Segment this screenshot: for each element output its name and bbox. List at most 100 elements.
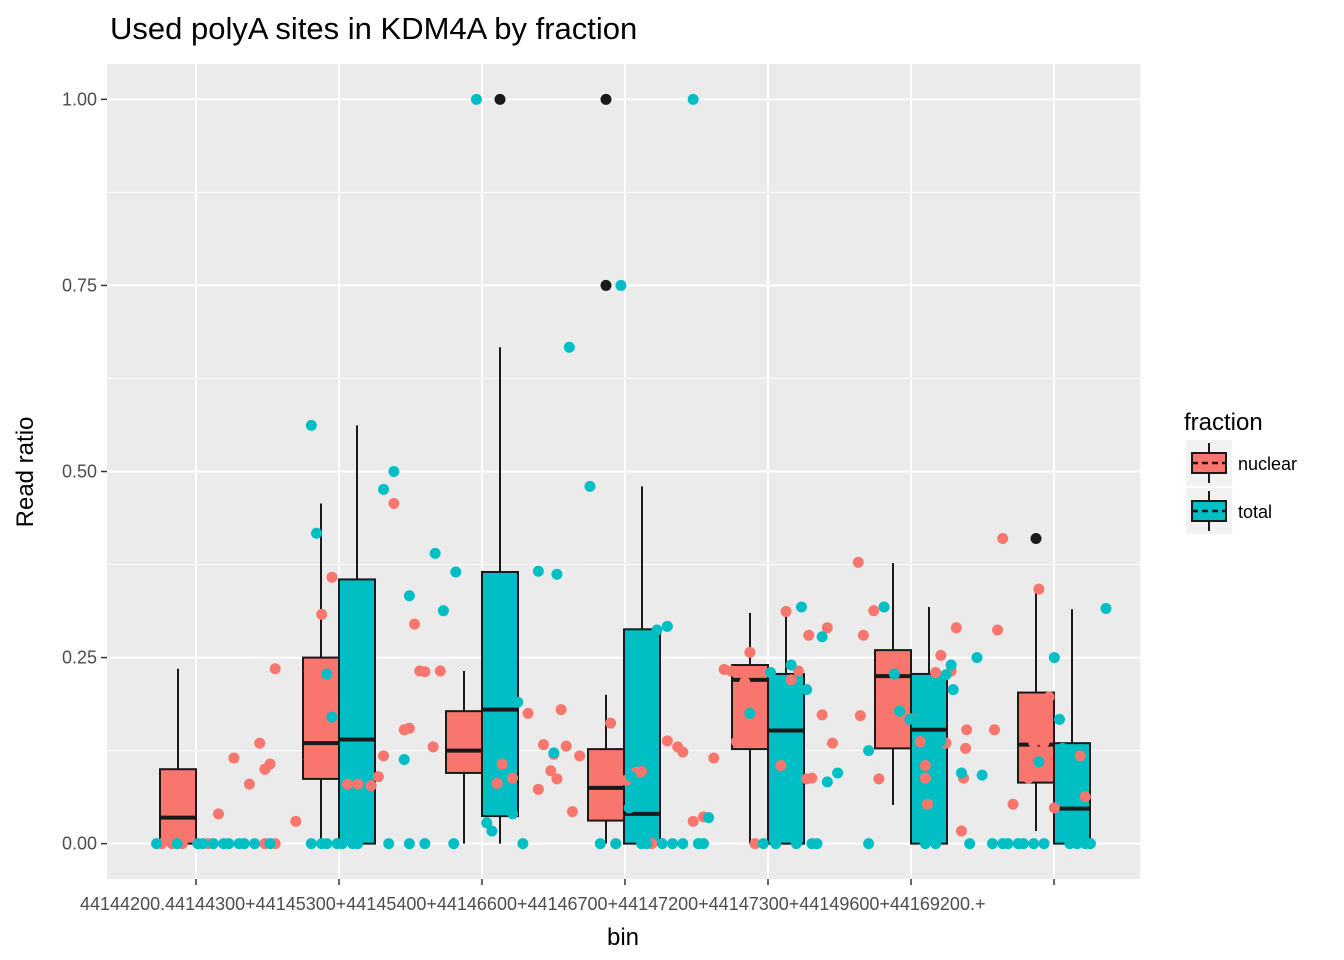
total-point	[796, 601, 808, 613]
total-point	[450, 566, 462, 578]
legend-label: nuclear	[1238, 454, 1297, 474]
total-point	[383, 838, 395, 850]
total-point	[1057, 742, 1069, 754]
total-point	[816, 631, 828, 643]
total-point	[429, 547, 441, 559]
nuclear-box	[445, 670, 483, 844]
total-point	[1028, 838, 1040, 850]
nuclear-point	[997, 532, 1009, 544]
nuclear-point	[1023, 772, 1035, 784]
nuclear-point	[269, 663, 281, 675]
nuclear-point	[212, 808, 224, 820]
total-point	[757, 838, 769, 850]
nuclear-point	[228, 752, 240, 764]
nuclear-point	[1048, 802, 1060, 814]
total-point	[770, 838, 782, 850]
total-point	[1100, 602, 1112, 614]
total-point	[641, 838, 653, 850]
nuclear-point	[749, 838, 761, 850]
total-point	[945, 659, 957, 671]
nuclear-point	[254, 737, 266, 749]
total-point	[677, 838, 689, 850]
nuclear-point	[496, 758, 508, 770]
total-point	[532, 565, 544, 577]
nuclear-point	[427, 741, 439, 753]
nuclear-point	[434, 665, 446, 677]
nuclear-point	[961, 724, 973, 736]
nuclear-point	[816, 709, 828, 721]
y-tick-label: 0.50	[62, 462, 97, 482]
outlier-point	[1030, 532, 1042, 544]
total-point	[437, 605, 449, 617]
nuclear-point	[1079, 791, 1091, 803]
total-point	[419, 838, 431, 850]
total-point	[1002, 838, 1014, 850]
total-point	[615, 279, 627, 291]
nuclear-point	[1007, 798, 1019, 810]
nuclear-point	[243, 778, 255, 790]
points-layer	[151, 93, 1112, 850]
total-point	[661, 620, 673, 632]
total-point	[940, 669, 952, 681]
nuclear-point	[854, 710, 866, 722]
total-point	[512, 696, 524, 708]
total-point	[744, 707, 756, 719]
nuclear-point	[555, 704, 567, 716]
nuclear-point	[677, 746, 689, 758]
nuclear-point	[687, 815, 699, 827]
nuclear-point	[290, 815, 302, 827]
total-point	[1038, 838, 1050, 850]
nuclear-box	[159, 668, 197, 845]
total-point	[964, 838, 976, 850]
total-point	[321, 838, 333, 850]
nuclear-point	[857, 629, 869, 641]
box-body	[874, 649, 912, 750]
nuclear-point	[868, 605, 880, 617]
total-point	[772, 733, 784, 745]
total-point	[811, 838, 823, 850]
nuclear-point	[950, 622, 962, 634]
x-axis-ticks	[195, 879, 1055, 885]
nuclear-point	[806, 772, 818, 784]
total-point	[517, 838, 529, 850]
total-point	[821, 776, 833, 788]
total-point	[935, 735, 947, 747]
nuclear-point	[1038, 736, 1050, 748]
total-point	[1054, 713, 1066, 725]
y-axis-title: Read ratio	[12, 417, 39, 528]
total-point	[687, 93, 699, 105]
legend-entry-nuclear: nuclear	[1186, 440, 1297, 486]
nuclear-point	[264, 758, 276, 770]
total-point	[801, 684, 813, 696]
nuclear-point	[725, 665, 737, 677]
legend-label: total	[1238, 502, 1272, 522]
nuclear-point	[960, 742, 972, 754]
total-point	[919, 838, 931, 850]
total-box	[1053, 609, 1091, 845]
nuclear-point	[780, 605, 792, 617]
total-point	[976, 769, 988, 781]
total-point	[888, 668, 900, 680]
total-point	[1017, 838, 1029, 850]
nuclear-point	[803, 629, 815, 641]
nuclear-point	[538, 739, 550, 751]
box-body	[767, 672, 805, 845]
nuclear-point	[821, 622, 833, 634]
nuclear-point	[403, 722, 415, 734]
total-point	[197, 838, 209, 850]
nuclear-point	[739, 676, 751, 688]
nuclear-point	[419, 666, 431, 678]
nuclear-point	[545, 765, 557, 777]
nuclear-point	[409, 618, 421, 630]
nuclear-point	[988, 724, 1000, 736]
total-point	[486, 825, 498, 837]
total-point	[625, 771, 637, 783]
total-point	[878, 601, 890, 613]
nuclear-point	[566, 806, 578, 818]
total-point	[785, 659, 797, 671]
total-point	[947, 684, 959, 696]
total-point	[955, 767, 967, 779]
total-point	[171, 838, 183, 850]
nuclear-point	[378, 750, 390, 762]
